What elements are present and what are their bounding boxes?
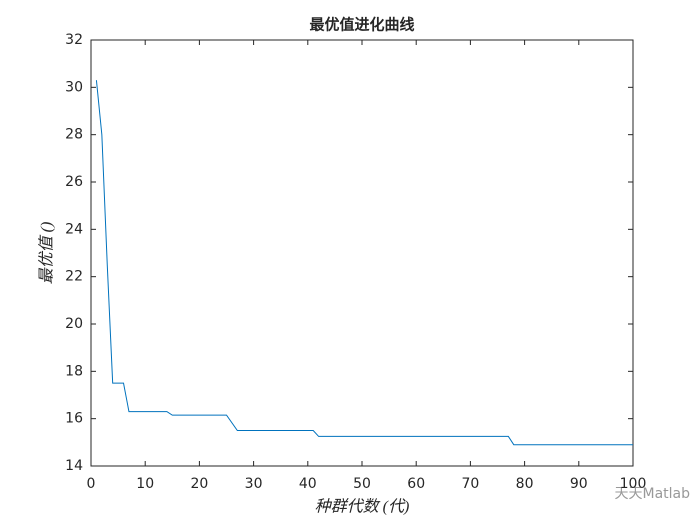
x-tick-label: 50 <box>353 476 371 492</box>
y-tick-label: 30 <box>65 79 83 95</box>
chart-title: 最优值进化曲线 <box>309 16 414 34</box>
x-tick-label: 10 <box>136 476 154 492</box>
y-tick-label: 16 <box>65 411 83 427</box>
y-tick-label: 26 <box>65 174 83 190</box>
y-tick-label: 32 <box>65 32 83 48</box>
y-axis-label: 最优值 () <box>38 222 56 285</box>
x-tick-label: 90 <box>570 476 588 492</box>
x-tick-label: 0 <box>87 476 96 492</box>
y-tick-label: 18 <box>65 363 83 379</box>
watermark: 天天Matlab <box>614 486 690 502</box>
y-tick-label: 22 <box>65 269 83 285</box>
x-tick-label: 80 <box>516 476 534 492</box>
plot-frame <box>90 39 634 467</box>
x-tick-label: 20 <box>190 476 208 492</box>
y-tick-label: 24 <box>65 221 83 237</box>
y-tick-label: 14 <box>65 458 83 474</box>
y-tick-label: 20 <box>65 316 83 332</box>
x-tick-label: 30 <box>245 476 263 492</box>
x-tick-label: 100 <box>620 476 647 492</box>
x-tick-label: 70 <box>461 476 479 492</box>
x-tick-label: 60 <box>407 476 425 492</box>
line <box>95 80 633 446</box>
y-tick-label: 28 <box>65 127 83 143</box>
x-tick-label: 40 <box>299 476 317 492</box>
x-axis-label: 种群代数 (代) <box>315 498 410 516</box>
